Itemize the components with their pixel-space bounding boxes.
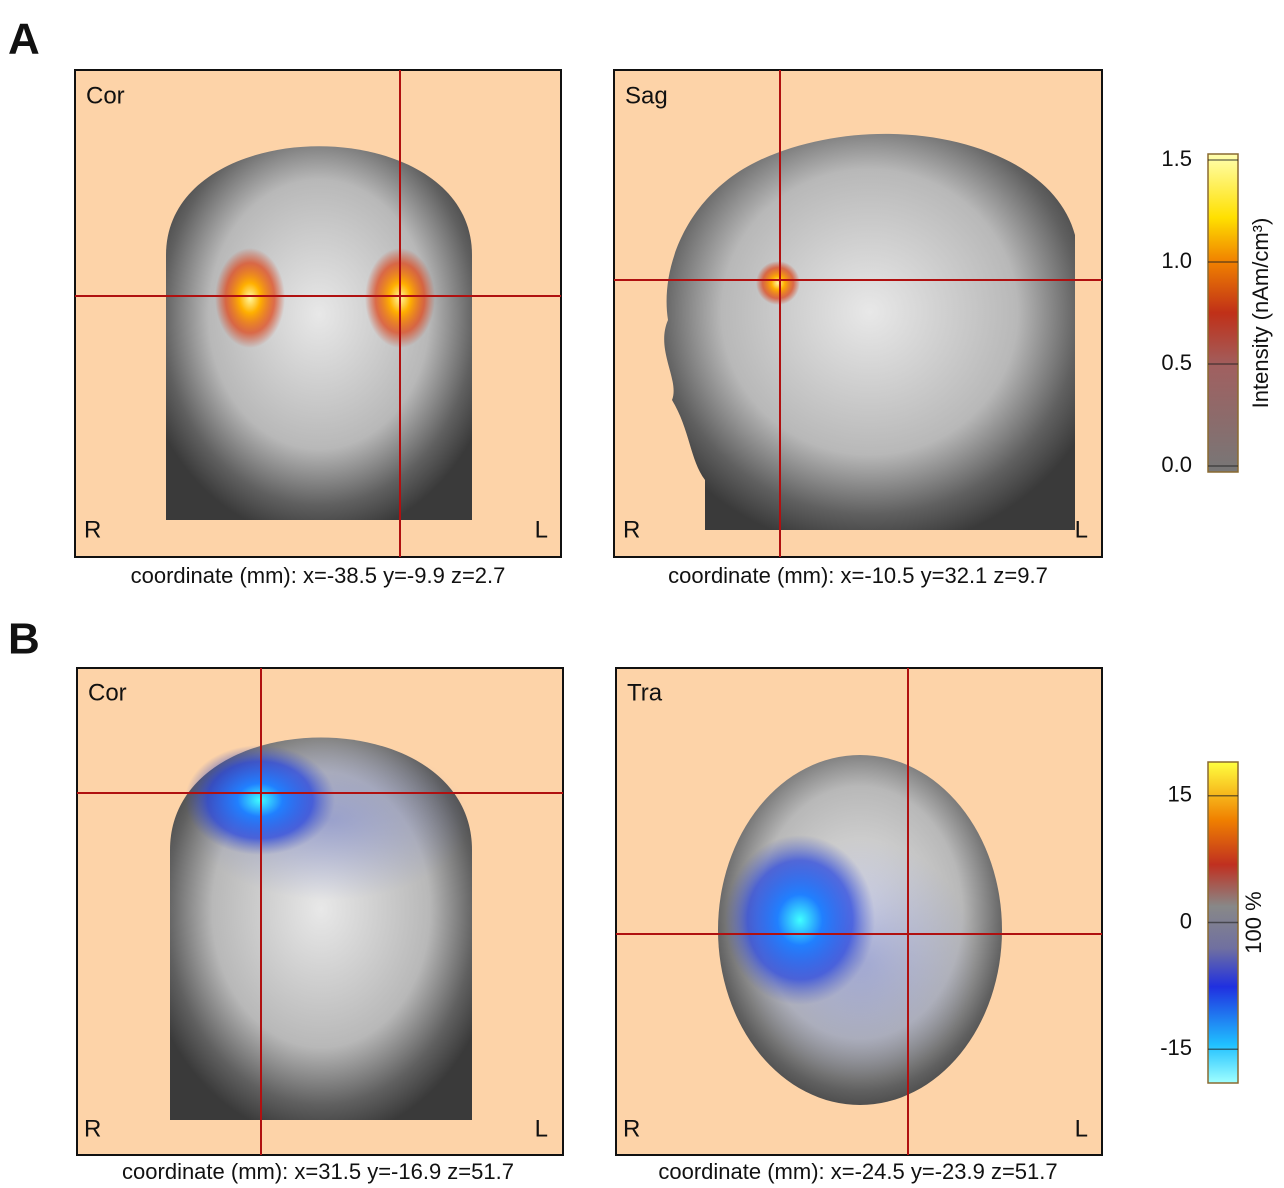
coordinate: coordinate (mm): x=31.5 y=-16.9 z=51.7	[122, 1159, 514, 1184]
coordinate: coordinate (mm): x=-38.5 y=-9.9 z=2.7	[131, 563, 506, 588]
colorbar-tick-label: 15	[1168, 782, 1192, 807]
colorbar-tick-label: 0.5	[1161, 350, 1192, 375]
side-label: R	[84, 1115, 101, 1142]
view-name: Tra	[627, 679, 663, 706]
panel-label: A	[8, 15, 40, 64]
side-label: R	[623, 516, 640, 543]
colorbar-tick-label: 0.0	[1161, 452, 1192, 477]
coordinate: coordinate (mm): x=-10.5 y=32.1 z=9.7	[668, 563, 1048, 588]
side-label: R	[623, 1115, 640, 1142]
colorbar-label: 100 %	[1241, 891, 1266, 953]
coordinate: coordinate (mm): x=-24.5 y=-23.9 z=51.7	[658, 1159, 1057, 1184]
panel-label: B	[8, 615, 40, 664]
colorbar-tick-label: -15	[1160, 1035, 1192, 1060]
view-name: Cor	[86, 82, 125, 109]
colorbar-tick-label: 0	[1180, 908, 1192, 933]
side-label: L	[535, 516, 548, 543]
figure: A B Cor R L coordinate (mm): x=-38.5 y=-…	[0, 0, 1284, 1188]
side-label: L	[1075, 516, 1088, 543]
brain-image	[664, 134, 1075, 530]
hotspot	[215, 248, 285, 348]
side-label: R	[84, 516, 101, 543]
brain-image	[166, 146, 472, 520]
colorbar-tick-label: 1.0	[1161, 248, 1192, 273]
colorbar	[1208, 154, 1238, 472]
side-label: L	[1075, 1115, 1088, 1142]
colorbar-tick-label: 1.5	[1161, 146, 1192, 171]
side-label: L	[535, 1115, 548, 1142]
colorbar-label: Intensity (nAm/cm³)	[1248, 218, 1273, 409]
view-name: Cor	[88, 679, 127, 706]
hotspot	[756, 261, 800, 305]
view-name: Sag	[625, 82, 668, 109]
hotspot	[725, 835, 875, 1005]
